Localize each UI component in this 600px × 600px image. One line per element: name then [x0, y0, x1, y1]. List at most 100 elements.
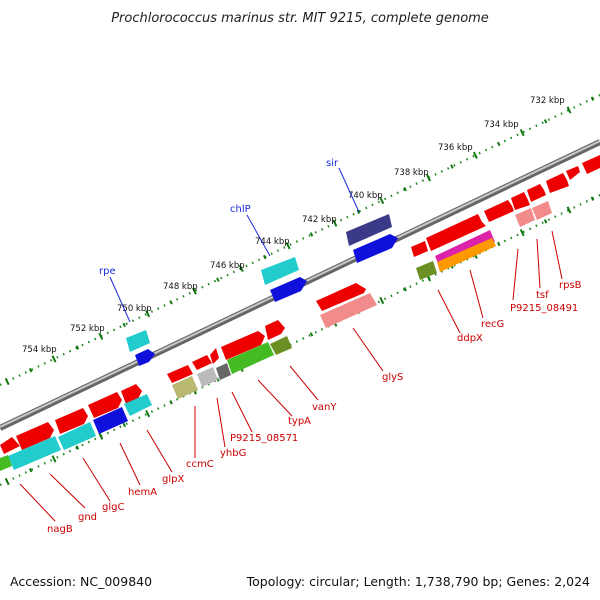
- ruler-tick: [472, 151, 478, 159]
- gene-vanY[interactable]: [270, 336, 292, 355]
- gene-recG-orange[interactable]: [437, 238, 496, 272]
- gene-sir-rna[interactable]: [346, 214, 392, 246]
- leader-glyS: [352, 327, 384, 372]
- label-P9215_08491[interactable]: P9215_08491: [510, 303, 578, 314]
- tick-label: 738 kbp: [394, 168, 429, 178]
- ruler-ticks: [4, 96, 595, 486]
- gene-forward-14[interactable]: [0, 437, 20, 454]
- gene-forward-11[interactable]: [210, 348, 219, 364]
- gene-chlP-rna[interactable]: [261, 257, 299, 285]
- gene-gnd[interactable]: [8, 436, 61, 470]
- gene-sir[interactable]: [353, 234, 398, 263]
- gene-chlP[interactable]: [270, 277, 307, 302]
- label-leaders: [19, 167, 563, 522]
- ruler-tick: [98, 332, 104, 340]
- ruler-tick: [122, 322, 126, 328]
- label-P9215_08571[interactable]: P9215_08571: [230, 433, 298, 444]
- ruler-tick: [450, 164, 454, 169]
- ruler-tick: [379, 296, 385, 305]
- label-rpsB[interactable]: rpsB: [559, 280, 582, 291]
- ruler-tick: [169, 400, 173, 405]
- label-yhbG[interactable]: yhbG: [220, 448, 246, 459]
- ruler-tick: [122, 422, 126, 428]
- label-gnd[interactable]: gnd: [78, 512, 97, 523]
- gene-rpsB[interactable]: [532, 201, 552, 220]
- gene-forward-17[interactable]: [88, 392, 122, 418]
- tick-label: 746 kbp: [210, 261, 245, 271]
- tick-label: 744 kbp: [255, 237, 290, 247]
- gene-rpe-rna[interactable]: [126, 330, 150, 352]
- gene-typA[interactable]: [227, 342, 274, 374]
- tick-label: 732 kbp: [530, 96, 565, 106]
- label-tsf[interactable]: tsf: [536, 290, 549, 301]
- label-glgC[interactable]: glgC: [102, 502, 124, 513]
- ruler-tick: [4, 377, 10, 386]
- gene-forward-3[interactable]: [511, 192, 530, 210]
- genome-stats-text: Topology: circular; Length: 1,738,790 bp…: [246, 574, 590, 589]
- tick-label: 736 kbp: [438, 143, 473, 153]
- gene-tsf[interactable]: [515, 208, 535, 227]
- label-vanY[interactable]: vanY: [312, 402, 337, 413]
- gene-forward-10[interactable]: [221, 331, 265, 360]
- leader-nagB: [19, 483, 56, 522]
- ruler-tick: [309, 232, 314, 237]
- gene-forward-15[interactable]: [16, 422, 54, 450]
- gene-forward-4[interactable]: [527, 184, 546, 202]
- gene-forward-6[interactable]: [566, 166, 580, 180]
- label-hemA[interactable]: hemA: [128, 487, 157, 498]
- ruler-tick: [192, 287, 197, 295]
- gene-nagB[interactable]: [0, 455, 12, 471]
- gene-ccmC[interactable]: [172, 376, 198, 399]
- ruler-tick: [356, 209, 361, 214]
- leader-recG: [469, 269, 484, 319]
- ruler-tick: [145, 310, 151, 318]
- ruler-tick: [332, 219, 338, 227]
- gene-ddpX[interactable]: [416, 261, 437, 280]
- gene-forward-12[interactable]: [192, 355, 212, 370]
- gene-forward-7[interactable]: [582, 155, 600, 174]
- label-typA[interactable]: typA: [288, 416, 311, 427]
- gene-forward-16[interactable]: [55, 408, 88, 434]
- gene-hemA[interactable]: [93, 407, 128, 434]
- ruler-tick: [28, 368, 33, 373]
- ruler-tick: [238, 264, 244, 272]
- gene-glyS-rev[interactable]: [320, 293, 377, 328]
- ruler-tick: [519, 129, 525, 137]
- tick-label: 742 kbp: [302, 215, 337, 225]
- label-glyS[interactable]: glyS: [382, 372, 403, 383]
- leader-ddpX: [437, 289, 461, 334]
- leader-sir: [338, 167, 360, 213]
- gene-rpe[interactable]: [135, 349, 155, 366]
- gene-glyS[interactable]: [316, 283, 366, 311]
- gene-glpX[interactable]: [124, 394, 152, 416]
- leader-typA: [257, 379, 293, 417]
- leader-glgC: [82, 457, 111, 502]
- tick-label: 754 kbp: [22, 345, 57, 355]
- ruler-tick: [590, 96, 595, 101]
- ruler-tick: [98, 432, 104, 440]
- label-ccmC[interactable]: ccmC: [186, 459, 214, 470]
- ruler-tick: [590, 196, 595, 201]
- leader-yhbG: [216, 397, 226, 448]
- ruler-tick: [519, 229, 525, 237]
- gene-forward-1[interactable]: [426, 214, 486, 251]
- gene-forward-13[interactable]: [167, 365, 193, 383]
- tick-label: 750 kbp: [117, 304, 152, 314]
- gene-forward-5[interactable]: [546, 173, 569, 193]
- label-recG[interactable]: recG: [481, 319, 504, 330]
- label-nagB[interactable]: nagB: [47, 524, 73, 535]
- label-rpe[interactable]: rpe: [99, 266, 116, 277]
- gene-forward-2[interactable]: [484, 200, 514, 222]
- gene-forward-9[interactable]: [265, 320, 285, 340]
- ruler-tick: [51, 355, 57, 363]
- leader-chlP: [246, 214, 271, 257]
- gene-yhbG[interactable]: [197, 367, 218, 387]
- label-chlP[interactable]: chlP: [230, 204, 251, 215]
- gene-glgC[interactable]: [58, 422, 96, 450]
- gene-forward-8[interactable]: [411, 241, 428, 257]
- label-glpX[interactable]: glpX: [162, 474, 184, 485]
- label-ddpX[interactable]: ddpX: [457, 333, 483, 344]
- label-sir[interactable]: sir: [326, 158, 339, 169]
- gene-P9215_08571[interactable]: [216, 363, 231, 380]
